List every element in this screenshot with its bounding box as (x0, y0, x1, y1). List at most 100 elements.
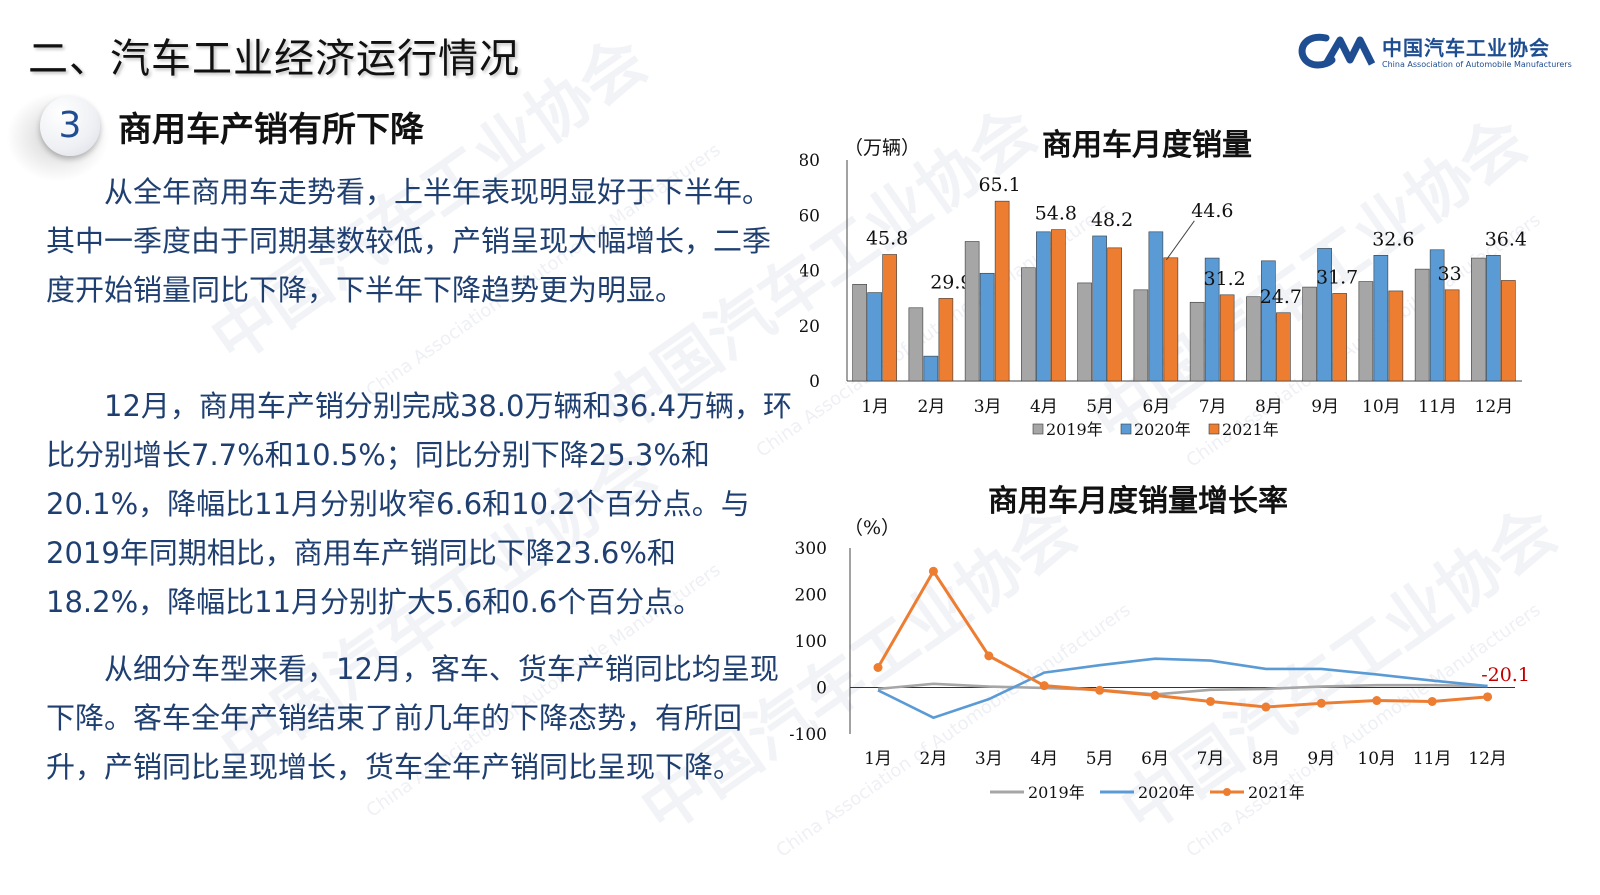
y-tick-label: 300 (795, 539, 827, 559)
bar-2019年 (964, 241, 980, 382)
bar-2020年 (1204, 257, 1220, 382)
data-label: 29.9 (930, 271, 972, 293)
data-label-leader (1165, 220, 1195, 261)
bar-2020年 (923, 355, 939, 382)
x-tick-label: 11月 (1413, 749, 1452, 769)
x-tick-label: 6月 (1141, 749, 1169, 769)
point-2021年 (928, 566, 938, 576)
bar-2019年 (1471, 257, 1486, 382)
bar-2021年 (1444, 289, 1460, 382)
logo: 中国汽车工业协会 China Association of Automobile… (1296, 30, 1576, 74)
bar-2020年 (867, 292, 882, 382)
bar-2019年 (908, 307, 924, 382)
section-number-badge: 3 (40, 96, 100, 156)
bar-2019年 (1246, 296, 1261, 382)
text-block: 从全年商用车走势看，上半年表现明显好于下半年。其中一季度由于同期基数较低，产销呈… (46, 168, 796, 315)
x-tick-label: 7月 (1197, 749, 1225, 769)
bar-chart: （万辆） 0 20 40 60 80 1月 45.8 2月 29.9 3月 65.1 4月 54.8 5月 4… (800, 137, 1527, 439)
bar-2019年 (1133, 289, 1149, 382)
line-2020年 (877, 657, 1488, 720)
bar-2021年 (1501, 280, 1516, 382)
line-2021年 (876, 568, 1488, 709)
cam-logo-icon (1298, 33, 1376, 69)
bar-2020年 (1148, 231, 1164, 382)
x-tick-label: 3月 (974, 397, 1002, 417)
bar-2021年 (1332, 293, 1347, 382)
point-2021年 (1261, 702, 1271, 712)
line-chart: （%） -100 0 100 200 300 1月 2月 3月 4月 5月 6月 7月 8月 9月 10月 11… (790, 517, 1530, 802)
bar-2020年 (1317, 248, 1332, 382)
logo-en: China Association of Automobile Manufact… (1382, 60, 1572, 69)
bar-2019年 (1358, 281, 1374, 382)
y-tick-label: 80 (800, 151, 820, 171)
bar-2021年 (1051, 229, 1066, 382)
legend-label: 2021年 (1248, 783, 1305, 802)
legend-swatch (1032, 423, 1044, 435)
line-chart-title: 商用车月度销量增长率 (988, 484, 1288, 519)
point-2021年 (1206, 696, 1215, 706)
data-label: 54.8 (1035, 203, 1077, 225)
point-2021年 (1483, 692, 1493, 702)
x-tick-label: 1月 (864, 749, 892, 769)
y-tick-label: 0 (809, 372, 820, 392)
point-2021年 (984, 651, 994, 661)
y-axis-unit-label: （万辆） (844, 137, 920, 159)
bar-2020年 (1261, 260, 1276, 382)
x-tick-label: 2月 (917, 397, 945, 417)
x-tick-label: 12月 (1475, 397, 1514, 417)
bar-2021年 (1219, 294, 1235, 382)
bar-2021年 (1107, 247, 1122, 382)
legend-label: 2019年 (1046, 420, 1103, 439)
y-tick-label: 60 (800, 206, 820, 226)
bar-2019年 (852, 284, 867, 382)
bar-2021年 (1388, 290, 1404, 382)
y-tick-label: -100 (790, 725, 827, 745)
bar-2021年 (1276, 312, 1291, 382)
x-tick-label: 11月 (1418, 397, 1457, 417)
point-2021年 (1316, 698, 1326, 708)
x-tick-label: 5月 (1086, 397, 1114, 417)
legend-label: 2020年 (1134, 420, 1191, 439)
legend-swatch (1120, 423, 1132, 435)
bar-2020年 (1373, 255, 1389, 382)
bar-2019年 (1302, 286, 1317, 382)
x-tick-label: 10月 (1362, 397, 1401, 417)
legend-marker (1223, 788, 1231, 796)
text-block: 12月，商用车产销分别完成38.0万辆和36.4万辆，环比分别增长7.7%和10… (46, 382, 796, 627)
legend-label: 2019年 (1028, 783, 1085, 802)
logo-cn: 中国汽车工业协会 (1382, 36, 1550, 60)
x-tick-label: 1月 (861, 397, 889, 417)
y-tick-label: 100 (795, 632, 827, 652)
x-tick-label: 9月 (1307, 749, 1335, 769)
x-tick-label: 4月 (1030, 397, 1058, 417)
point-2021年 (1150, 690, 1160, 700)
legend-swatch (1208, 423, 1220, 435)
page-title: 二、汽车工业经济运行情况 (28, 36, 520, 82)
data-label: 44.6 (1191, 200, 1233, 222)
bar-2020年 (1486, 255, 1501, 382)
x-tick-label: 8月 (1252, 749, 1280, 769)
paragraph-2: 12月，商用车产销分别完成38.0万辆和36.4万辆，环比分别增长7.7%和10… (46, 389, 793, 619)
legend-label: 2021年 (1222, 420, 1279, 439)
data-label: 48.2 (1091, 209, 1133, 231)
bar-2019年 (1021, 267, 1036, 382)
point-2021年 (873, 663, 883, 673)
x-tick-label: 7月 (1199, 397, 1227, 417)
bar-2021年 (938, 298, 954, 382)
paragraph-1: 从全年商用车走势看，上半年表现明显好于下半年。其中一季度由于同期基数较低，产销呈… (46, 175, 772, 307)
point-2021年 (1039, 681, 1049, 691)
x-tick-label: 4月 (1030, 749, 1058, 769)
y-axis-unit-label: （%） (844, 517, 900, 539)
section-title: 商用车产销有所下降 (118, 110, 424, 150)
bar-2021年 (882, 254, 897, 382)
y-tick-label: 20 (800, 317, 820, 337)
x-tick-label: 8月 (1255, 397, 1283, 417)
line-2019年 (877, 682, 1488, 696)
data-label: 31.2 (1203, 268, 1245, 290)
y-tick-label: 200 (795, 586, 827, 606)
y-tick-label: 40 (800, 262, 820, 282)
data-label: 31.7 (1316, 266, 1358, 288)
bar-2020年 (1036, 231, 1051, 382)
bar-2020年 (979, 272, 995, 382)
end-data-label: -20.1 (1481, 664, 1530, 686)
